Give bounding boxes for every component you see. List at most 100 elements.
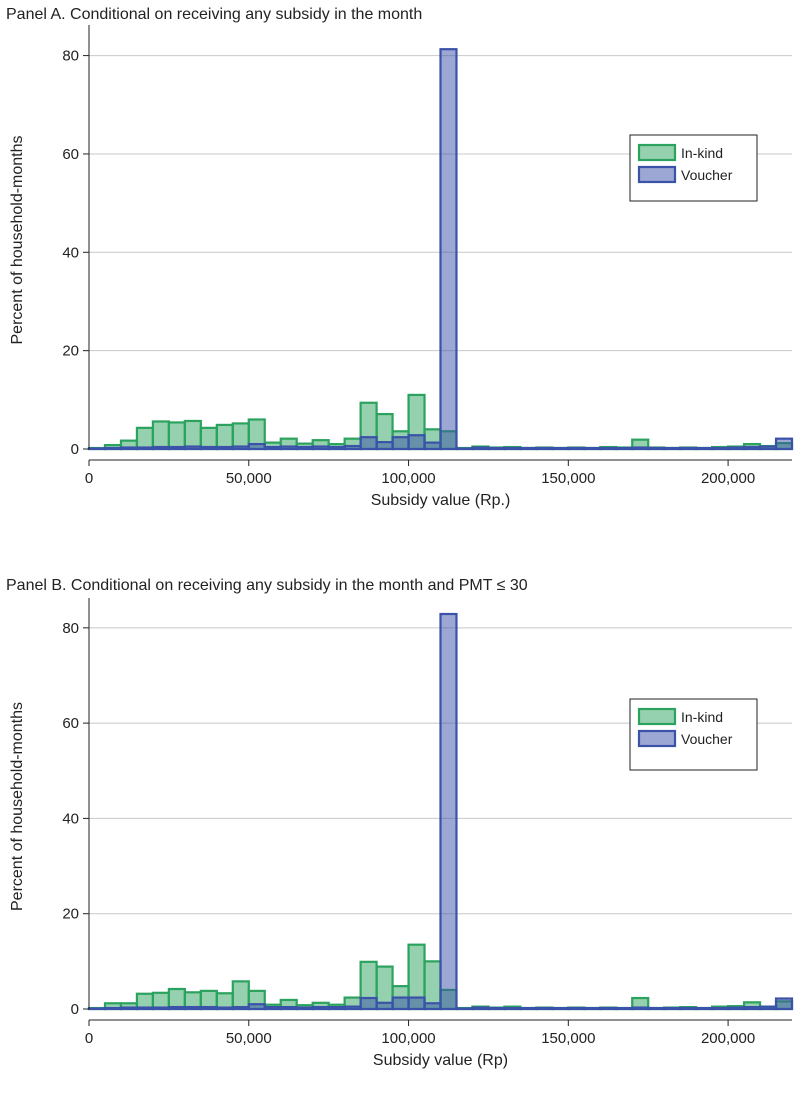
chart-b-bar-voucher	[119, 1006, 139, 1011]
chart-a-bar-voucher	[183, 445, 202, 451]
chart-b-bar-voucher	[311, 1005, 330, 1011]
chart-b-bar-voucher	[295, 1006, 314, 1011]
chart-a-bar-in-kind	[135, 426, 155, 451]
chart-b-bar-voucher	[695, 1006, 714, 1011]
chart-b-bar-voucher	[647, 1006, 666, 1011]
chart-a-bar-voucher	[391, 436, 410, 451]
chart-a-y-tick-label: 0	[71, 441, 79, 458]
chart-a-bar-voucher	[487, 446, 506, 451]
chart-b-bar-voucher	[359, 996, 378, 1011]
chart-b-legend-label: Voucher	[681, 731, 733, 747]
chart-b-bar-voucher	[503, 1006, 522, 1011]
chart-b-bar-voucher	[551, 1006, 570, 1011]
chart-b-x-tick-label: 0	[85, 1030, 93, 1047]
chart-b-bar-voucher	[487, 1006, 506, 1011]
chart-a-bar-in-kind	[231, 422, 250, 451]
chart-b-bar-voucher	[742, 1005, 762, 1011]
chart-b-bar-voucher	[103, 1006, 123, 1011]
chart-a-bar-voucher	[583, 446, 602, 451]
chart-b-y-tick-label: 80	[62, 620, 79, 637]
chart-a-bar-in-kind	[183, 419, 202, 451]
chart-a-x-tick-label: 150,000	[541, 470, 595, 487]
chart-b-bar-voucher	[279, 1005, 298, 1011]
chart-a-bar-voucher	[135, 446, 155, 451]
chart-a-bar-in-kind	[199, 426, 218, 451]
chart-b-y-tick-label: 20	[62, 906, 79, 923]
chart-a-bar-voucher	[279, 445, 298, 451]
chart-b-legend-label: In-kind	[681, 709, 723, 725]
chart-a-bar-voucher	[359, 436, 378, 451]
chart-a-bar-voucher	[439, 48, 458, 451]
chart-b-bar-voucher	[567, 1006, 586, 1011]
chart-b-bar-voucher	[519, 1006, 538, 1011]
chart-a-bar-voucher	[247, 442, 266, 451]
chart-b-bar-voucher	[407, 996, 426, 1011]
chart-a-bar-voucher	[551, 446, 570, 451]
chart-b-bar-voucher	[391, 996, 410, 1011]
chart-a-bar-voucher	[711, 446, 730, 451]
chart-b-bar-voucher	[615, 1006, 634, 1011]
chart-b-bar-voucher	[679, 1006, 698, 1011]
chart-a-y-tick-label: 80	[62, 48, 79, 65]
chart-b-x-tick-label: 50,000	[226, 1030, 272, 1047]
chart-a-bar-voucher	[423, 441, 442, 451]
chart-a-bar-voucher	[343, 444, 362, 451]
chart-a-bar-voucher	[535, 446, 554, 451]
chart-a-bar-voucher	[231, 445, 250, 451]
chart-a-bar-voucher	[119, 446, 139, 451]
chart-b-bar-in-kind	[423, 960, 442, 1011]
chart-a-bar-voucher	[103, 446, 123, 451]
chart-b-x-tick-label: 200,000	[701, 1030, 755, 1047]
chart-a-bar-voucher	[695, 446, 714, 451]
chart-a-bar-voucher	[599, 446, 618, 451]
chart-a-x-tick-label: 0	[85, 470, 93, 487]
chart-a-y-axis-title: Percent of household-months	[9, 135, 26, 344]
chart-b-bar-voucher	[726, 1006, 746, 1011]
chart-a-bar-voucher	[774, 437, 794, 451]
chart-b-y-axis-title: Percent of household-months	[9, 702, 26, 911]
chart-a-bar-voucher	[758, 445, 778, 451]
chart-a-bar-voucher	[615, 446, 634, 451]
chart-a-bar-voucher	[407, 434, 426, 451]
chart-a-bar-voucher	[311, 445, 330, 451]
chart-a-bar-voucher	[327, 445, 346, 451]
chart-b-y-tick-label: 40	[62, 810, 79, 827]
chart-a-bar-voucher	[567, 446, 586, 451]
chart-b-bar-voucher	[151, 1006, 170, 1011]
chart-b-bar-in-kind	[231, 980, 250, 1011]
chart-b-bar-voucher	[631, 1006, 650, 1011]
chart-a-y-tick-label: 20	[62, 343, 79, 360]
chart-a-x-tick-label: 200,000	[701, 470, 755, 487]
chart-a-y-tick-label: 60	[62, 146, 79, 163]
chart-b-bar-voucher	[711, 1006, 730, 1011]
chart-a-bar-voucher	[167, 445, 186, 451]
chart-b-bar-voucher	[263, 1005, 282, 1011]
chart-b-bar-voucher	[774, 997, 794, 1011]
chart-a-bar-voucher	[663, 446, 682, 451]
chart-a-bar-voucher	[647, 446, 666, 451]
chart-a-bar-in-kind	[151, 420, 170, 451]
chart-b-bar-voucher	[231, 1005, 250, 1011]
panel-a-chart: 0 20 40 60 80 0 50,000 100,000 150,000 200,000 Sub…	[9, 25, 794, 509]
chart-a-bar-voucher	[199, 445, 218, 451]
chart-a-bar-voucher	[742, 445, 762, 451]
panel-b-chart: 0 20 40 60 80 0 50,000 100,000 150,000 200,000 Sub…	[9, 598, 794, 1069]
chart-a-bar-voucher	[519, 446, 538, 451]
chart-b-bar-voucher	[599, 1006, 618, 1011]
chart-b-bar-voucher	[135, 1006, 155, 1011]
chart-a-legend-label: In-kind	[681, 145, 723, 161]
chart-a-bar-voucher	[679, 446, 698, 451]
chart-b-bar-voucher	[663, 1006, 682, 1011]
chart-b-legend-swatch	[637, 707, 677, 726]
chart-b-bar-voucher	[343, 1005, 362, 1011]
chart-b-bar-voucher	[183, 1005, 202, 1011]
chart-a-x-axis-title: Subsidy value (Rp.)	[371, 492, 511, 509]
chart-b-legend-swatch	[637, 729, 677, 748]
chart-b-x-axis-title: Subsidy value (Rp)	[373, 1052, 508, 1069]
chart-a-bar-voucher	[471, 446, 490, 451]
chart-a-legend-swatch	[637, 143, 677, 162]
chart-a-bar-voucher	[151, 445, 170, 451]
chart-b-y-tick-label: 0	[71, 1001, 79, 1018]
chart-a-y-tick-label: 40	[62, 244, 79, 261]
panel-b-title: Panel B. Conditional on receiving any su…	[6, 577, 528, 594]
